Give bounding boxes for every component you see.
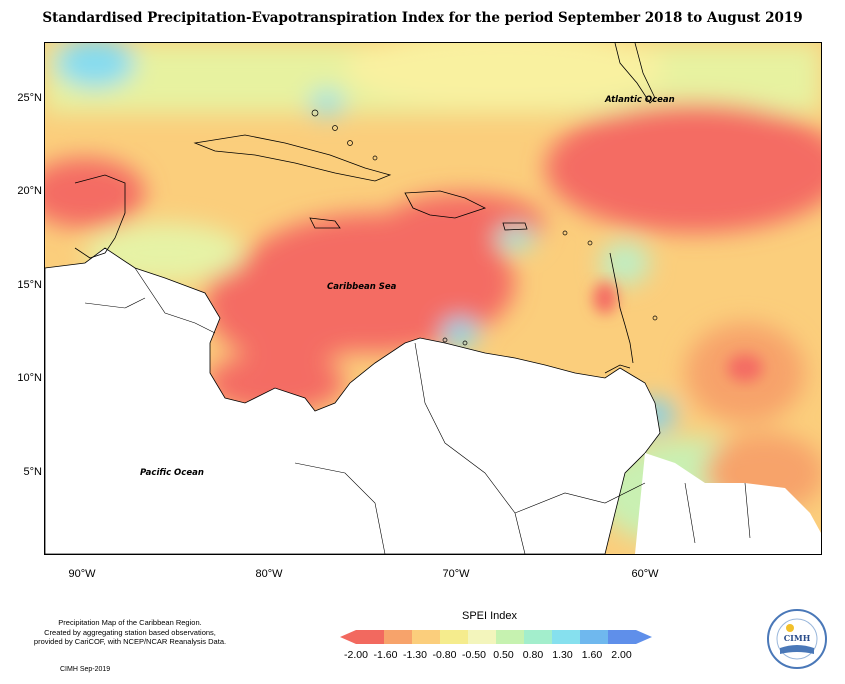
island [587,240,593,246]
atlantic-ocean-label: Atlantic Ocean [605,95,675,105]
florida-coastline [614,43,656,104]
trinidad-coastline [604,364,631,374]
legend-arrow-right [636,630,652,644]
legend-tick-label: -0.50 [462,649,486,661]
north-mid-field [345,43,665,108]
legend-cell [384,630,412,644]
pacific-ocean-label: Pacific Ocean [140,468,204,478]
credits-line: Precipitation Map of the Caribbean Regio… [58,618,202,627]
legend-title: SPEI Index [462,610,518,622]
legend-tick-label: 0.50 [493,649,514,661]
border [294,462,386,554]
border [134,267,216,334]
hispaniola-coastline [404,190,487,219]
border [84,297,146,309]
legend-ticks: -2.00 -1.60 -1.30 -0.80 -0.50 0.50 0.80 1.30 1.6… [344,649,642,663]
small-islands [311,109,658,346]
logo-text: CIMH [784,633,811,643]
legend-cell [580,630,608,644]
legend-tick-label: 1.60 [581,649,603,661]
caribbean-dry-west [205,243,385,363]
map-canvas [45,43,821,554]
credits-stamp: CIMH Sep-2019 [60,666,111,673]
legend-cell [524,630,552,644]
panama-dry-area [205,353,345,413]
guianas-land [635,453,821,554]
legend-cell [412,630,440,644]
lesser-antilles-coastline [609,252,634,364]
island [462,340,468,346]
gulf-wet-area [55,43,135,88]
island [347,140,353,146]
curacao-wet-area [442,318,478,348]
cuba-coastline [193,134,392,182]
lon-label-80w: 80°W [255,568,283,580]
legend-cell [468,630,496,644]
spei-map: Atlantic Ocean Caribbean Sea Pacific Oce… [44,42,822,555]
sun-icon [786,624,794,632]
border [744,482,751,539]
jamaica-coastline [309,217,341,229]
credits-line: provided by CariCOF, with NCEP/NCAR Rean… [33,637,227,646]
atlantic-dry-area [545,103,821,233]
legend-cell [608,630,636,644]
island [332,125,338,131]
country-borders [84,267,751,554]
credits-text: Precipitation Map of the Caribbean Regio… [10,618,250,647]
legend-tick-label: 1.30 [552,649,573,661]
legend-cell [552,630,580,644]
island [652,315,658,321]
lat-label-10n: 10°N [17,372,42,384]
legend-tick-label: 2.00 [611,649,632,661]
island [372,155,378,161]
cimh-logo: CIMH [767,609,827,669]
map-title: Standardised Precipitation-Evapotranspir… [42,10,803,26]
legend-tick-label: 0.80 [522,649,544,661]
caribbean-sea-label: Caribbean Sea [327,282,397,292]
dry-spot [727,354,763,382]
antilles-wet-area [600,241,650,285]
dry-spot [593,282,617,314]
lat-label-15n: 15°N [17,279,42,291]
island [562,230,568,236]
lat-label-25n: 25°N [17,92,42,104]
credits-line: Created by aggregating station based obs… [44,627,216,637]
legend-arrow-left [340,630,356,644]
legend-tick-label: -2.00 [344,649,368,661]
border [514,482,646,514]
yucatan-dry-area [45,158,145,228]
lon-label-90w: 90°W [68,568,96,580]
central-south-america-land [45,247,661,554]
lat-label-5n: 5°N [23,466,42,478]
lon-label-70w: 70°W [442,568,470,580]
puertorico-wet-area [495,226,535,250]
lat-label-20n: 20°N [17,185,42,197]
bahamas-wet-area [309,89,345,117]
legend-cell [496,630,524,644]
legend-cell [440,630,468,644]
legend-tick-label: -1.30 [403,649,427,661]
border [684,482,696,544]
legend-colorbar [340,630,652,644]
island [311,109,319,117]
legend-cell [356,630,384,644]
legend-tick-label: -0.80 [432,649,457,661]
legend-tick-label: -1.60 [373,649,398,661]
coastlines [74,43,656,374]
puertorico-coastline [502,222,528,231]
wave-icon [780,645,814,654]
border [414,342,526,554]
yucatan-coastline [74,174,126,259]
lon-label-60w: 60°W [631,568,659,580]
island [442,337,448,343]
